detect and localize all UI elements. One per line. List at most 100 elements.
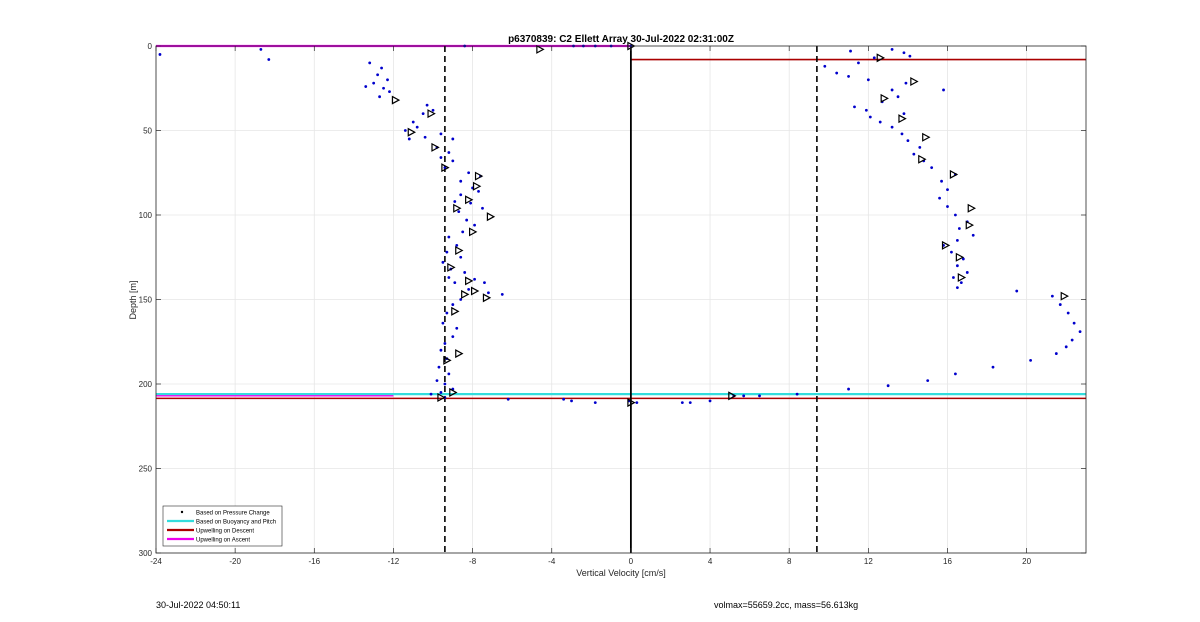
- triangle-marker: [1060, 291, 1069, 301]
- data-point: [451, 137, 455, 141]
- data-point: [447, 372, 451, 376]
- data-point: [955, 286, 959, 290]
- data-point: [955, 264, 959, 268]
- x-tick-label: -8: [469, 557, 477, 566]
- data-point: [906, 139, 910, 143]
- data-point: [926, 379, 930, 383]
- legend-entry-label: Upwelling on Descent: [196, 528, 254, 534]
- data-point: [954, 213, 957, 217]
- data-point: [467, 287, 471, 291]
- data-point: [506, 397, 510, 401]
- data-point: [1050, 294, 1054, 298]
- data-point: [1070, 338, 1074, 342]
- data-point: [866, 78, 870, 82]
- data-point: [635, 401, 639, 404]
- data-point: [259, 47, 263, 51]
- data-point: [918, 146, 922, 149]
- x-tick-label: 16: [943, 557, 952, 566]
- triangle-marker: [898, 114, 907, 124]
- data-point: [965, 271, 969, 274]
- data-point: [946, 188, 949, 192]
- data-point: [758, 394, 761, 398]
- data-point: [900, 132, 904, 136]
- x-tick-label: 12: [864, 557, 873, 566]
- data-point: [378, 95, 381, 99]
- data-point: [459, 298, 463, 301]
- data-point: [940, 179, 943, 183]
- legend-entry-label: Upwelling on Ascent: [196, 537, 250, 543]
- data-point: [411, 120, 415, 124]
- data-point: [445, 311, 449, 315]
- data-point: [441, 321, 445, 325]
- data-point: [1078, 330, 1082, 334]
- pressure-change-markers: [391, 41, 1069, 408]
- data-point: [439, 132, 443, 136]
- data-point: [451, 335, 455, 339]
- data-point: [795, 392, 799, 396]
- y-tick-label: 50: [143, 127, 152, 136]
- triangle-marker: [941, 240, 951, 250]
- data-point: [680, 401, 684, 404]
- data-point: [872, 56, 876, 60]
- triangle-marker: [876, 53, 885, 63]
- triangle-marker: [472, 181, 482, 191]
- data-point: [453, 281, 457, 284]
- x-tick-label: 4: [708, 557, 713, 566]
- data-point: [477, 189, 480, 193]
- data-point: [435, 379, 439, 383]
- data-point: [457, 210, 461, 214]
- triangle-marker: [880, 93, 889, 103]
- data-point: [954, 372, 957, 376]
- triangle-marker: [955, 252, 965, 262]
- data-point: [946, 205, 949, 208]
- data-point: [902, 51, 906, 55]
- data-point: [890, 88, 894, 92]
- data-point: [451, 159, 455, 163]
- triangle-marker: [465, 276, 474, 286]
- triangle-marker: [443, 355, 452, 365]
- data-point: [853, 105, 856, 109]
- data-point: [864, 108, 868, 112]
- data-point: [473, 223, 476, 227]
- data-point: [403, 129, 407, 132]
- triangle-marker: [910, 76, 919, 86]
- axis-ticks: -24 -20 -16 -12 -8 -4 0 4 8 12 16 20050100150200250…: [139, 42, 1086, 566]
- data-point: [890, 125, 894, 129]
- data-point: [847, 387, 850, 391]
- triangle-marker: [728, 391, 737, 401]
- data-point: [368, 61, 372, 65]
- triangle-marker: [627, 398, 636, 408]
- triangle-marker: [470, 286, 480, 296]
- legend-entry-label: Based on Buoyancy and Pitch: [196, 519, 276, 525]
- data-point: [447, 276, 451, 279]
- data-point: [961, 257, 965, 261]
- triangle-marker: [453, 203, 462, 213]
- data-point: [942, 88, 945, 92]
- data-point: [267, 58, 271, 61]
- triangle-marker: [482, 293, 492, 303]
- data-point: [890, 47, 894, 51]
- data-point: [742, 394, 746, 398]
- x-tick-label: -16: [309, 557, 321, 566]
- data-point: [443, 342, 447, 345]
- triangle-marker: [967, 203, 976, 213]
- triangle-marker: [536, 44, 545, 54]
- data-point: [849, 49, 852, 53]
- data-point: [459, 255, 463, 259]
- data-point: [878, 120, 882, 124]
- data-point: [1058, 303, 1062, 306]
- triangle-marker: [949, 169, 959, 179]
- x-tick-label: -12: [388, 557, 400, 566]
- data-point: [431, 108, 435, 112]
- data-point: [445, 250, 449, 254]
- data-point: [455, 326, 459, 330]
- triangle-marker: [427, 109, 436, 119]
- data-point: [500, 293, 504, 296]
- data-point: [1072, 321, 1076, 325]
- triangle-marker: [431, 142, 440, 152]
- footer-timestamp: 30-Jul-2022 04:50:11: [156, 600, 241, 610]
- triangle-marker: [447, 262, 456, 272]
- triangle-marker: [455, 245, 464, 255]
- legend: Based on Pressure Change Based on Buoyanc…: [162, 505, 283, 547]
- y-tick-label: 200: [139, 380, 153, 389]
